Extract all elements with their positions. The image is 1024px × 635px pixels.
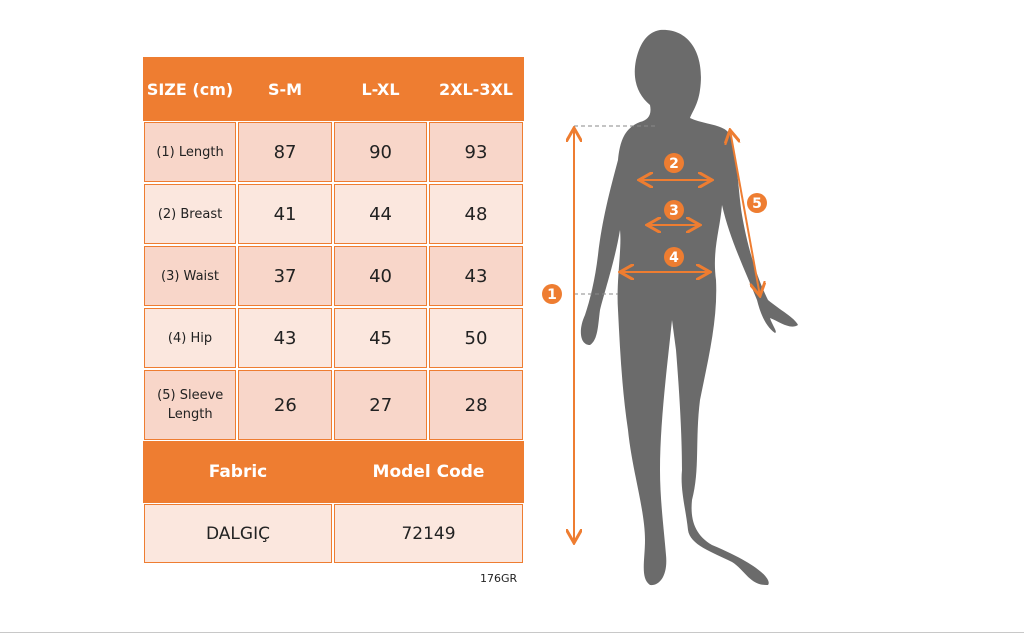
row-label: (4) Hip (144, 308, 237, 368)
cell-value: 37 (238, 246, 333, 306)
cell-value: 90 (334, 122, 428, 182)
marker-5: 5 (747, 193, 767, 213)
svg-text:1: 1 (547, 287, 557, 303)
cell-value: 41 (238, 184, 333, 244)
header-s-m: S-M (267, 79, 303, 99)
model-code-label: Model Code (372, 462, 485, 482)
svg-text:5: 5 (752, 196, 762, 212)
table-row: (5) Sleeve Length 26 27 28 (143, 369, 524, 441)
cell-value: 27 (334, 370, 428, 440)
cell-value: 87 (238, 122, 333, 182)
header-2xl-3xl: 2XL-3XL (439, 79, 513, 99)
marker-2: 2 (664, 153, 684, 173)
model-code-value: 72149 (334, 504, 523, 563)
cell-value: 48 (429, 184, 523, 244)
table-row: (2) Breast 41 44 48 (143, 183, 524, 245)
table-row: (4) Hip 43 45 50 (143, 307, 524, 369)
table-header: SIZE (cm) S-M L-XL 2XL-3XL (143, 57, 524, 121)
cell-value: 40 (334, 246, 428, 306)
cell-value: 28 (429, 370, 523, 440)
bottom-divider (0, 632, 1024, 633)
cell-value: 50 (429, 308, 523, 368)
fabric-value: DALGIÇ (144, 504, 332, 563)
fabric-value-row: DALGIÇ 72149 (143, 503, 524, 564)
table-row: (1) Length 87 90 93 (143, 121, 524, 183)
cell-value: 26 (238, 370, 333, 440)
sleeve-arrow (730, 130, 760, 296)
svg-text:3: 3 (669, 203, 679, 219)
header-l-xl: L-XL (361, 79, 400, 99)
fabric-label: Fabric (208, 462, 268, 482)
row-label: (5) Sleeve Length (144, 370, 237, 440)
cell-value: 93 (429, 122, 523, 182)
cell-value: 43 (429, 246, 523, 306)
size-chart-table: SIZE (cm) S-M L-XL 2XL-3XL (1) Length 87… (143, 57, 524, 564)
row-label: (2) Breast (144, 184, 237, 244)
product-code: 176GR (480, 572, 518, 585)
cell-value: 45 (334, 308, 428, 368)
table-row: (3) Waist 37 40 43 (143, 245, 524, 307)
marker-3: 3 (664, 200, 684, 220)
row-label: (1) Length (144, 122, 237, 182)
fabric-header-row: Fabric Model Code (143, 441, 524, 503)
header-size: SIZE (cm) (146, 79, 234, 99)
marker-1: 1 (542, 284, 562, 304)
cell-value: 44 (334, 184, 428, 244)
marker-4: 4 (664, 247, 684, 267)
svg-text:2: 2 (669, 156, 679, 172)
measurement-arrows (574, 128, 760, 543)
silhouette (580, 29, 798, 586)
body-measurement-figure: 1 2 3 4 5 (542, 29, 798, 586)
cell-value: 43 (238, 308, 333, 368)
row-label: (3) Waist (144, 246, 237, 306)
svg-text:4: 4 (669, 250, 679, 266)
